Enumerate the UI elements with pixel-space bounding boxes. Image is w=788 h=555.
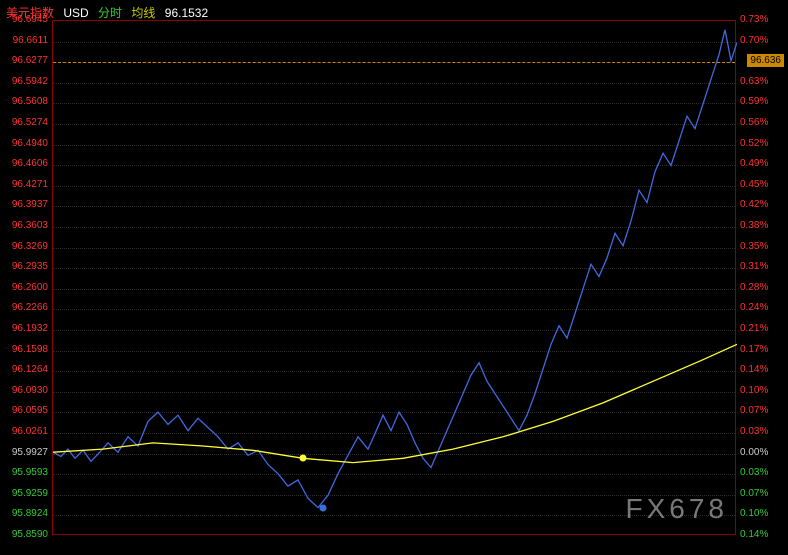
- y-axis-right-label: 0.07%: [740, 405, 784, 416]
- ma-label: 均线: [131, 6, 155, 20]
- y-axis-left-label: 96.5942: [4, 76, 48, 87]
- timeframe-label: 分时: [98, 6, 122, 20]
- y-axis-left-label: 95.9927: [4, 447, 48, 458]
- price-chart[interactable]: [52, 20, 736, 535]
- y-axis-right-label: 0.31%: [740, 261, 784, 272]
- y-axis-left-label: 95.8590: [4, 529, 48, 540]
- y-axis-right-label: 0.07%: [740, 488, 784, 499]
- y-axis-left-label: 96.3269: [4, 241, 48, 252]
- instrument-title: 美元指数: [6, 6, 54, 20]
- y-axis-left-label: 95.9593: [4, 467, 48, 478]
- y-axis-right-label: 0.35%: [740, 241, 784, 252]
- y-axis-right-label: 0.38%: [740, 220, 784, 231]
- reference-badge: 96.636: [747, 54, 784, 67]
- y-axis-left-label: 96.6611: [4, 35, 48, 46]
- y-axis-left-label: 96.4271: [4, 179, 48, 190]
- y-axis-right-label: 0.28%: [740, 282, 784, 293]
- y-axis-right-label: 0.73%: [740, 14, 784, 25]
- y-axis-left-label: 96.1932: [4, 323, 48, 334]
- y-axis-left-label: 96.2266: [4, 302, 48, 313]
- y-axis-right-label: 0.10%: [740, 385, 784, 396]
- y-axis-left-label: 96.3603: [4, 220, 48, 231]
- y-axis-left-label: 96.4606: [4, 158, 48, 169]
- low-marker-icon: [320, 504, 327, 511]
- y-axis-right-label: 0.21%: [740, 323, 784, 334]
- y-axis-right-label: 0.10%: [740, 508, 784, 519]
- y-axis-right-label: 0.17%: [740, 344, 784, 355]
- y-axis-right-label: 0.14%: [740, 529, 784, 540]
- y-axis-left-label: 96.0595: [4, 405, 48, 416]
- y-axis-left-label: 96.6277: [4, 55, 48, 66]
- y-axis-right-label: 0.49%: [740, 158, 784, 169]
- y-axis-left-label: 96.2935: [4, 261, 48, 272]
- price-line: [53, 30, 737, 508]
- y-axis-right-label: 0.70%: [740, 35, 784, 46]
- y-axis-right-label: 0.59%: [740, 96, 784, 107]
- y-axis-left-label: 96.3937: [4, 199, 48, 210]
- y-axis-left-label: 95.9259: [4, 488, 48, 499]
- y-axis-right-label: 0.14%: [740, 364, 784, 375]
- instrument-ticker: USD: [63, 6, 88, 20]
- chart-header: 美元指数 USD 分时 均线 96.1532: [6, 4, 214, 21]
- y-axis-right-label: 0.45%: [740, 179, 784, 190]
- y-axis-left-label: 96.1264: [4, 364, 48, 375]
- y-axis-right-label: 0.24%: [740, 302, 784, 313]
- chart-svg: [53, 21, 737, 536]
- y-axis-left-label: 96.4940: [4, 138, 48, 149]
- y-axis-right-label: 0.03%: [740, 426, 784, 437]
- y-axis-left-label: 96.5608: [4, 96, 48, 107]
- y-axis-right-label: 0.03%: [740, 467, 784, 478]
- y-axis-left-label: 96.2600: [4, 282, 48, 293]
- y-axis-right-label: 0.42%: [740, 199, 784, 210]
- y-axis-left-label: 96.5274: [4, 117, 48, 128]
- y-axis-left-label: 96.0930: [4, 385, 48, 396]
- ma-line: [53, 344, 737, 462]
- y-axis-right-label: 0.56%: [740, 117, 784, 128]
- y-axis-right-label: 0.00%: [740, 447, 784, 458]
- y-axis-left-label: 96.0261: [4, 426, 48, 437]
- y-axis-right-label: 0.52%: [740, 138, 784, 149]
- y-axis-left-label: 95.8924: [4, 508, 48, 519]
- y-axis-left-label: 96.1598: [4, 344, 48, 355]
- ma-value: 96.1532: [165, 6, 208, 20]
- ma-marker-icon: [300, 455, 307, 462]
- y-axis-right-label: 0.63%: [740, 76, 784, 87]
- watermark: FX678: [626, 493, 729, 525]
